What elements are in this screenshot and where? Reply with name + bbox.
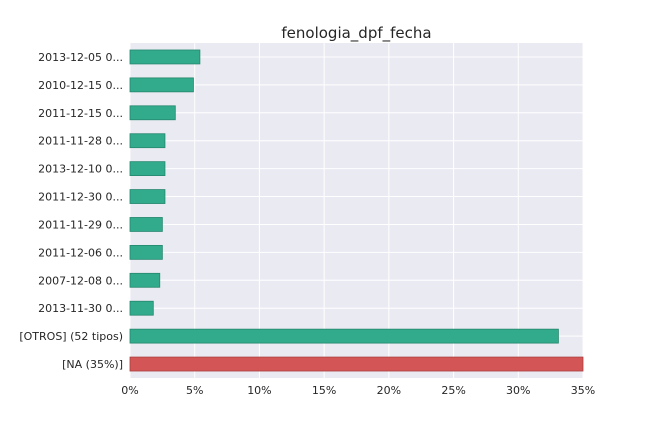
bar [129, 77, 194, 93]
y-tick-label: 2011-12-06 0... [38, 246, 123, 259]
y-tick-label: 2013-12-10 0... [38, 163, 123, 176]
chart-title: fenologia_dpf_fecha [281, 24, 431, 43]
x-tick-label: 25% [441, 384, 465, 397]
x-tick-label: 15% [312, 384, 336, 397]
bar [129, 300, 154, 316]
x-tick-label: 5% [186, 384, 203, 397]
x-tick-label: 20% [377, 384, 401, 397]
y-tick-label: [NA (35%)] [62, 358, 123, 371]
bar [129, 49, 201, 65]
y-tick-label: 2013-12-05 0... [38, 51, 123, 64]
grid-lines [129, 43, 584, 378]
x-tick-label: 10% [247, 384, 271, 397]
x-tick-labels: 0% 5% 10% 15% 20% 25% 30% 35% [121, 384, 595, 397]
y-tick-label: 2011-11-29 0... [38, 218, 123, 231]
y-tick-label: 2007-12-08 0... [38, 274, 123, 287]
x-tick-label: 30% [506, 384, 530, 397]
y-tick-label: 2011-11-28 0... [38, 135, 123, 148]
x-tick-label: 35% [571, 384, 595, 397]
y-tick-label: [OTROS] (52 tipos) [19, 330, 123, 343]
bar [129, 272, 161, 288]
bars [129, 49, 584, 372]
bar [129, 244, 163, 260]
bar [129, 105, 176, 121]
y-tick-label: 2010-12-15 0... [38, 79, 123, 92]
y-tick-label: 2011-12-30 0... [38, 191, 123, 204]
bar [129, 189, 166, 204]
x-tick-label: 0% [121, 384, 138, 397]
bar [129, 328, 559, 344]
y-tick-labels: 2013-12-05 0... 2010-12-15 0... 2011-12-15… [19, 51, 123, 371]
bar [129, 217, 163, 232]
bar [129, 161, 166, 177]
bar [129, 133, 166, 149]
y-tick-label: 2013-11-30 0... [38, 302, 123, 315]
y-tick-label: 2011-12-15 0... [38, 107, 123, 120]
plot-background [130, 43, 583, 378]
bar-na [129, 356, 584, 372]
